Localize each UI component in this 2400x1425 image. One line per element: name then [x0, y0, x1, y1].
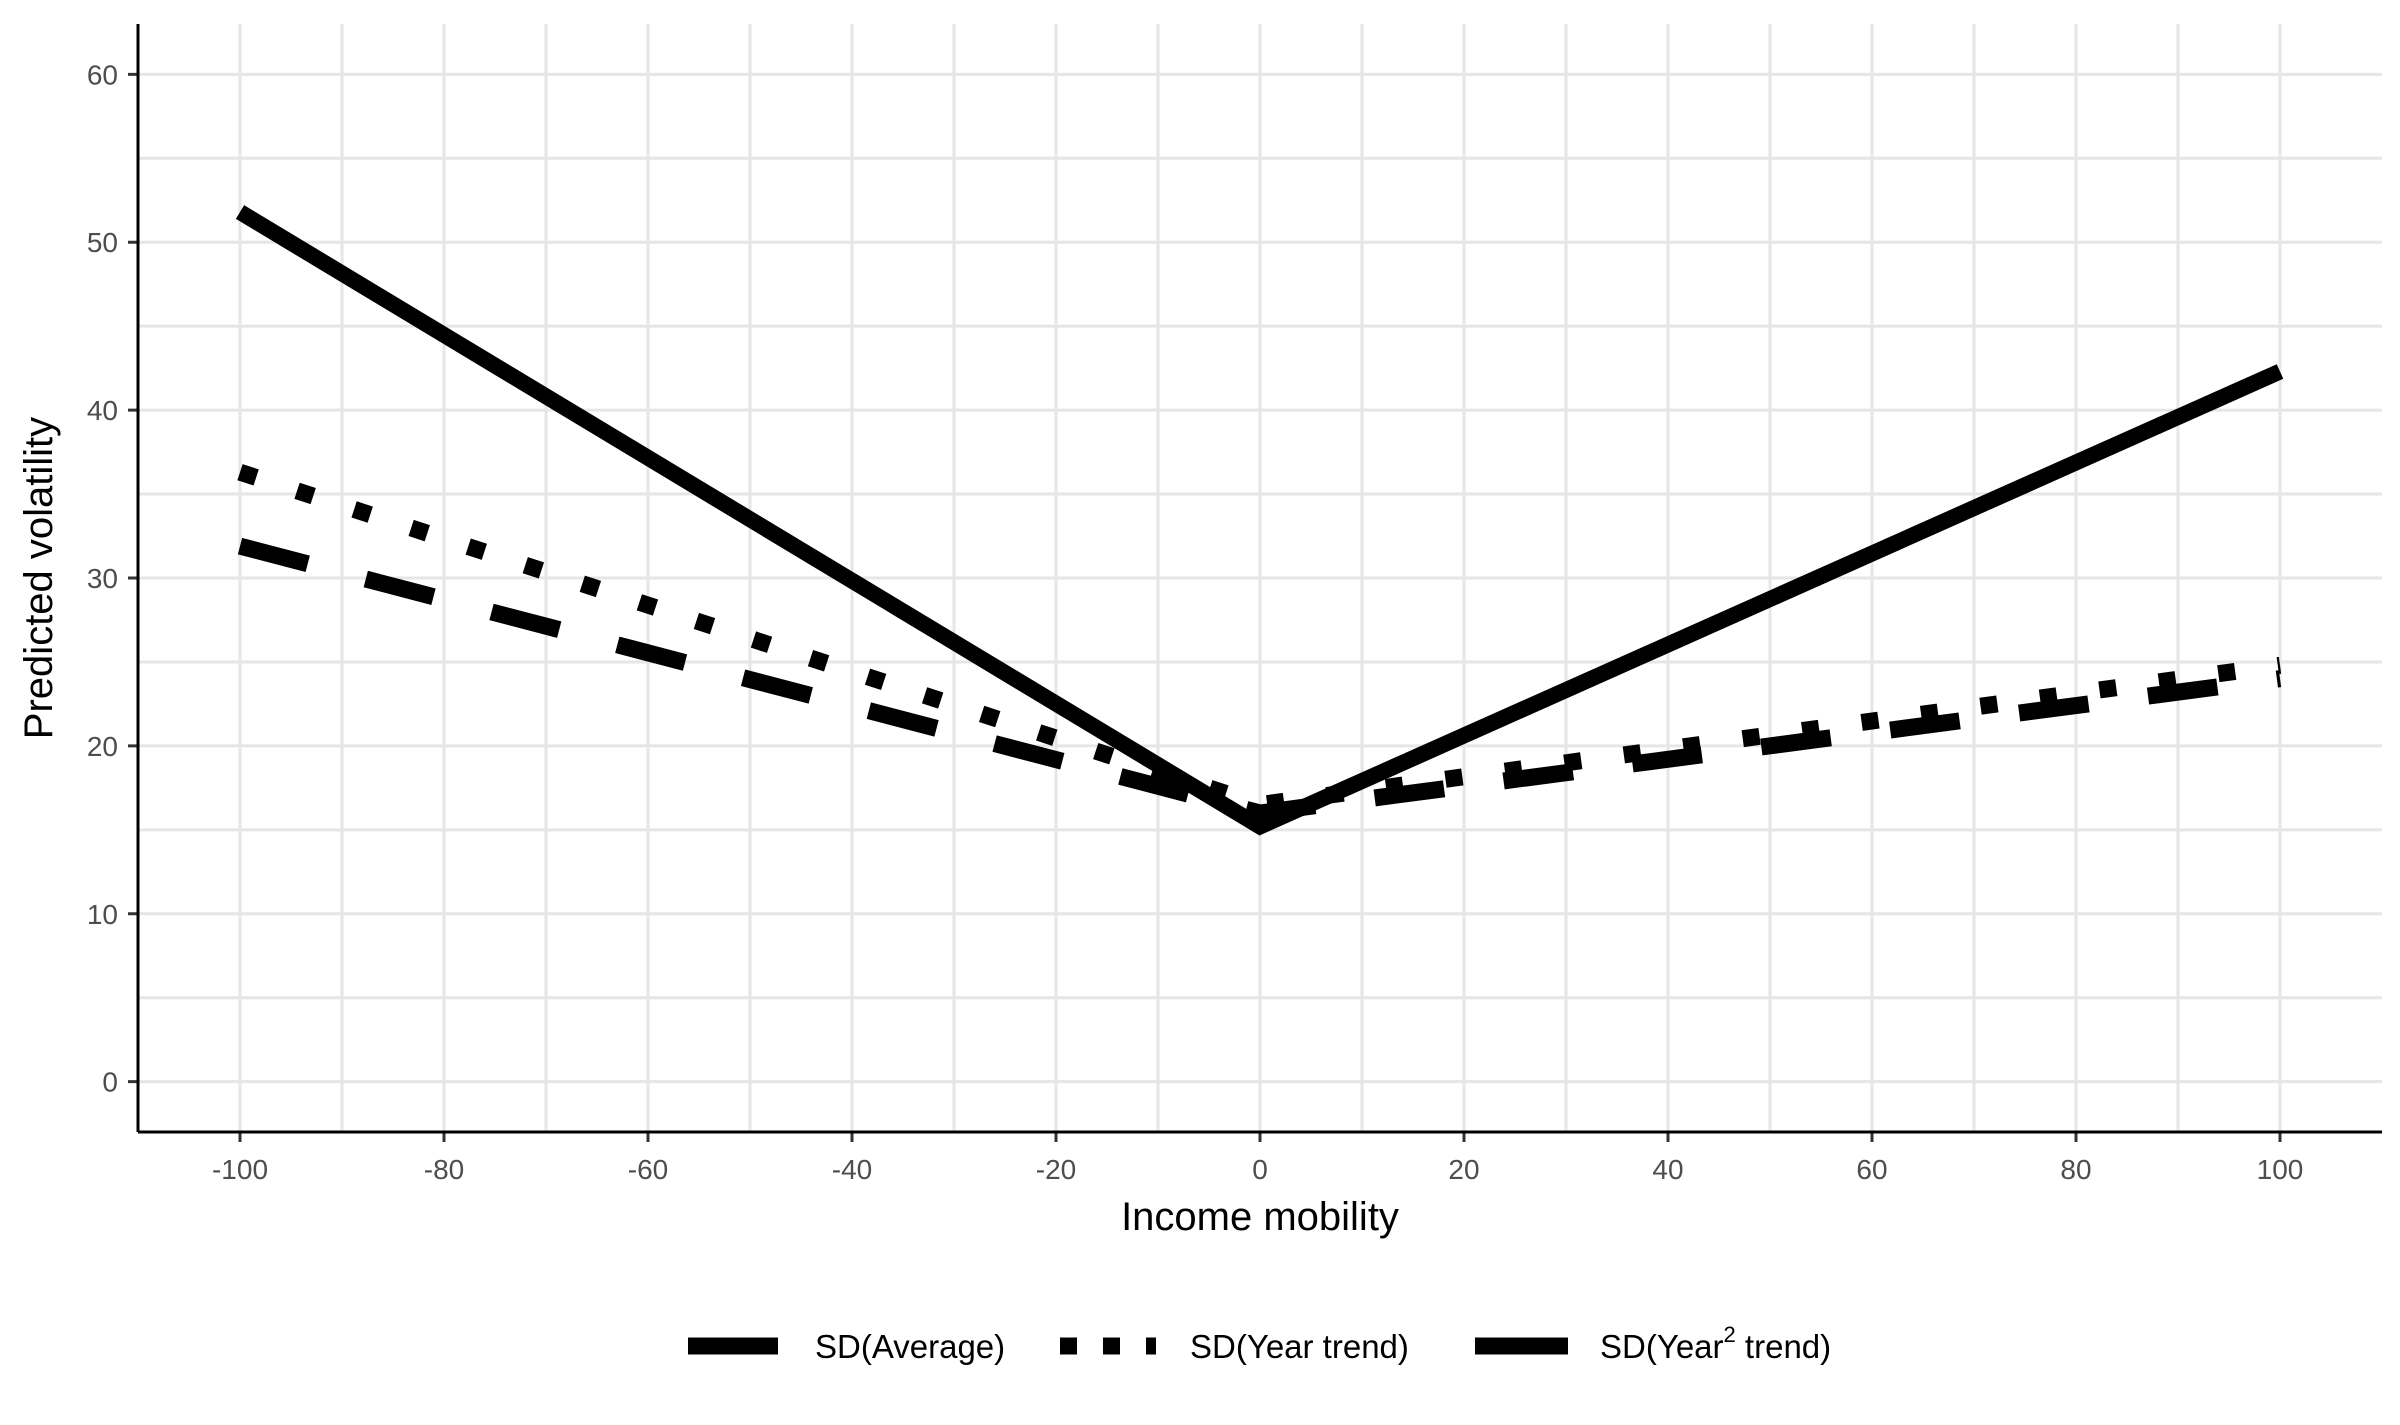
x-tick-label: -60 — [628, 1154, 668, 1185]
legend-label-base: SD(Year — [1600, 1328, 1724, 1365]
x-tick-label: 40 — [1652, 1154, 1683, 1185]
y-tick-label: 60 — [87, 59, 118, 90]
y-tick-label: 0 — [102, 1067, 118, 1098]
x-tick-label: 100 — [2257, 1154, 2304, 1185]
legend-label-sd-year2-trend: SD(Year2 trend) — [1600, 1322, 1831, 1365]
legend-label-superscript: 2 — [1724, 1322, 1736, 1347]
axis-layer — [136, 24, 2382, 1134]
y-tick-label: 20 — [87, 731, 118, 762]
x-tick-label: -80 — [424, 1154, 464, 1185]
x-tick-label: 60 — [1856, 1154, 1887, 1185]
series-layer — [235, 205, 2284, 836]
grid-layer — [138, 24, 2382, 1132]
y-tick-label: 50 — [87, 227, 118, 258]
legend-label-rest: trend) — [1736, 1328, 1831, 1365]
x-tick-label: 0 — [1252, 1154, 1268, 1185]
legend-label-sd-average: SD(Average) — [815, 1328, 1005, 1365]
x-axis-title: Income mobility — [1121, 1195, 1399, 1239]
y-tick-label: 10 — [87, 899, 118, 930]
legend-item-sd-average: SD(Average) — [688, 1328, 1005, 1365]
legend-item-sd-year-trend: SD(Year trend) — [1060, 1328, 1409, 1365]
x-tick-label: 20 — [1448, 1154, 1479, 1185]
y-tick-label: 30 — [87, 563, 118, 594]
series-line-dashed — [237, 537, 2282, 822]
legend-label-sd-year-trend: SD(Year trend) — [1190, 1328, 1409, 1365]
legend: SD(Average) SD(Year trend) SD(Year2 tren… — [688, 1322, 1831, 1365]
x-tick-label: -100 — [212, 1154, 268, 1185]
series-line-solid — [235, 205, 2284, 836]
legend-item-sd-year2-trend: SD(Year2 trend) — [1475, 1322, 1831, 1365]
x-tick-label: -20 — [1036, 1154, 1076, 1185]
x-tick-label: 80 — [2060, 1154, 2091, 1185]
tick-layer: -100 -80 -60 -40 -20 0 20 40 60 80 100 0 10 20 30 40 50 6… — [87, 59, 2304, 1185]
y-tick-label: 40 — [87, 395, 118, 426]
x-tick-label: -40 — [832, 1154, 872, 1185]
y-axis-title: Predicted volatility — [17, 417, 61, 739]
